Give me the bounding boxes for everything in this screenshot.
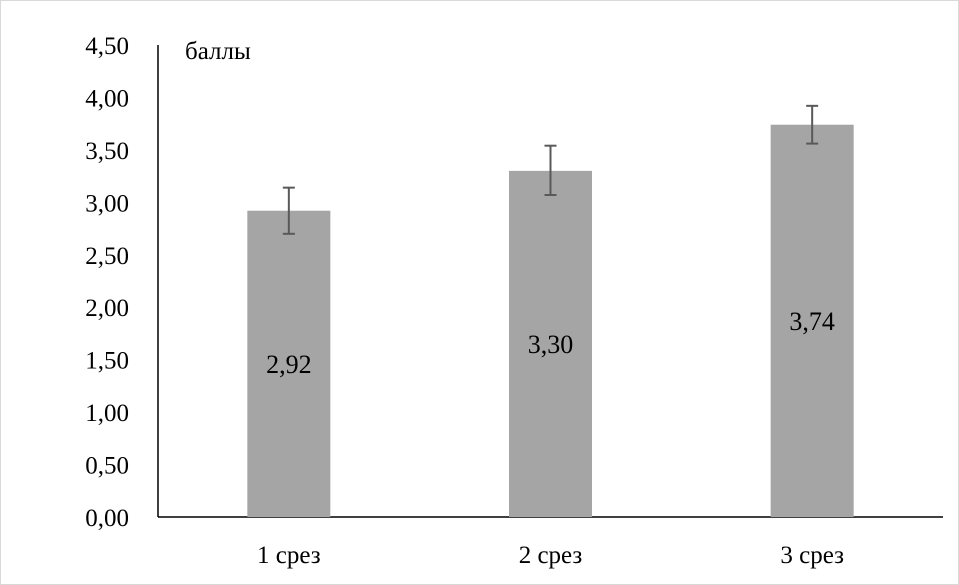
bar bbox=[509, 170, 592, 517]
y-tick-label: 2,50 bbox=[85, 243, 129, 270]
error-bar bbox=[806, 104, 819, 145]
error-bar bbox=[282, 186, 295, 235]
error-bar bbox=[544, 144, 557, 196]
y-tick-label: 4,00 bbox=[85, 85, 129, 112]
y-tick-label: 2,00 bbox=[85, 295, 129, 322]
bar-value-label: 3,30 bbox=[528, 330, 574, 359]
x-category-label: 2 срез bbox=[519, 542, 583, 569]
bar bbox=[247, 210, 331, 518]
y-axis: 0,00 0,50 1,00 1,50 2,00 2,50 3,00 3,50 4,00 4,50 bbox=[85, 33, 159, 532]
y-tick-label: 3,50 bbox=[85, 138, 129, 165]
error-bars bbox=[282, 104, 819, 235]
x-axis: 1 срез 2 срез 3 срез bbox=[158, 516, 943, 569]
x-category-label: 1 срез bbox=[257, 542, 321, 569]
bar bbox=[770, 124, 854, 518]
bar-value-label: 2,92 bbox=[266, 350, 312, 379]
x-category-label: 3 срез bbox=[780, 542, 844, 569]
y-tick-label: 1,00 bbox=[85, 400, 129, 427]
y-tick-label: 1,50 bbox=[85, 348, 129, 375]
value-labels: 2,92 3,30 3,74 bbox=[266, 307, 835, 379]
y-tick-label: 4,50 bbox=[85, 33, 129, 60]
y-tick-label: 3,00 bbox=[85, 190, 129, 217]
bars bbox=[247, 124, 854, 518]
y-tick-label: 0,50 bbox=[85, 453, 129, 480]
bar-value-label: 3,74 bbox=[789, 307, 835, 336]
y-tick-label: 0,00 bbox=[85, 505, 129, 532]
y-axis-unit-label: баллы bbox=[185, 38, 251, 65]
